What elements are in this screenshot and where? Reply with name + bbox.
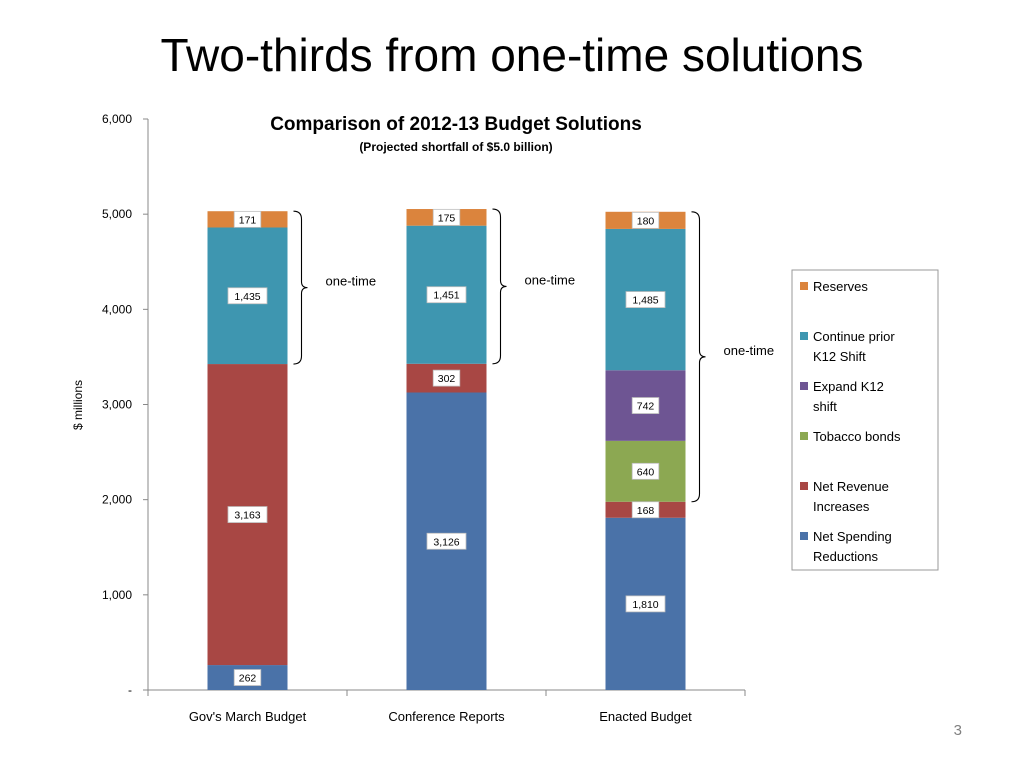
chart-annotations: one-time one-time one-time [293, 208, 775, 503]
y-tick-label: 1,000 [102, 588, 132, 602]
data-label-box [432, 208, 461, 226]
y-tick-label: 5,000 [102, 207, 132, 221]
data-label: 302 [438, 373, 456, 385]
y-axis-label: $ millions [71, 380, 85, 430]
legend-box [791, 269, 939, 571]
data-label: 3,163 [234, 510, 260, 522]
legend-swatch [800, 432, 808, 440]
data-label-box [233, 210, 262, 228]
legend-swatch [800, 332, 808, 340]
data-label-box [426, 532, 467, 550]
legend-swatch [800, 482, 808, 490]
data-label-box [631, 211, 660, 229]
chart-data-labels: 262 3,126 1,810 3,163 302 168 640 742 1,435 1,451… [227, 208, 666, 686]
chart-legend: Reserves Continue prior K12 Shift Expand K1… [791, 269, 939, 571]
data-label: 180 [637, 215, 655, 227]
legend-label: Expand K12 shift [813, 379, 884, 414]
one-time-annotation: one-time [525, 272, 576, 287]
data-label-box [631, 462, 660, 480]
legend-label: Net Revenue Increases [813, 479, 889, 514]
data-label: 1,810 [632, 599, 658, 611]
x-tick-label: Conference Reports [388, 709, 505, 724]
data-label-box [625, 595, 666, 613]
chart-axes: - 1,000 2,000 3,000 4,000 5,000 6,000 Gov's Mar… [102, 112, 746, 724]
y-tick-label: 2,000 [102, 493, 132, 507]
data-label: 1,485 [632, 295, 658, 307]
data-label-box [631, 397, 660, 414]
data-label-box [227, 506, 268, 523]
x-tick-label: Gov's March Budget [189, 709, 307, 724]
one-time-annotation: one-time [326, 274, 377, 289]
chart-bars [207, 209, 686, 690]
data-label: 262 [239, 673, 257, 685]
legend-swatch [800, 282, 808, 290]
y-tick-label: 6,000 [102, 112, 132, 126]
data-label-box [233, 669, 262, 686]
y-tick-label: 3,000 [102, 398, 132, 412]
chart-subtitle: (Projected shortfall of $5.0 billion) [359, 140, 552, 154]
chart-title: Comparison of 2012-13 Budget Solutions [270, 114, 642, 135]
data-label: 175 [438, 212, 456, 224]
data-label: 168 [637, 505, 655, 517]
one-time-annotation: one-time [724, 343, 775, 358]
one-time-brace [492, 208, 507, 365]
data-label: 742 [637, 401, 655, 413]
data-label-box [426, 286, 467, 304]
data-label-box [631, 501, 660, 519]
legend-label: Reserves [813, 279, 868, 294]
x-tick-label: Enacted Budget [599, 709, 692, 724]
legend-label: Tobacco bonds [813, 429, 901, 444]
one-time-brace [293, 210, 308, 365]
legend-label: Net Spending Reductions [813, 529, 892, 564]
data-label-box [227, 287, 268, 305]
data-label: 640 [637, 466, 655, 478]
slide-number: 3 [953, 722, 962, 739]
legend-label: Continue prior K12 Shift [813, 329, 895, 364]
legend-swatch [800, 532, 808, 540]
y-tick-label: 4,000 [102, 302, 132, 316]
data-label: 1,451 [433, 290, 459, 302]
one-time-brace [691, 211, 706, 503]
data-label: 171 [239, 214, 257, 226]
data-label: 1,435 [234, 291, 260, 303]
data-label-box [625, 291, 666, 308]
slide-title: Two-thirds from one-time solutions [160, 29, 864, 81]
legend-swatch [800, 382, 808, 390]
data-label: 3,126 [433, 536, 459, 548]
y-tick-label: - [128, 683, 132, 697]
data-label-box [432, 369, 461, 387]
